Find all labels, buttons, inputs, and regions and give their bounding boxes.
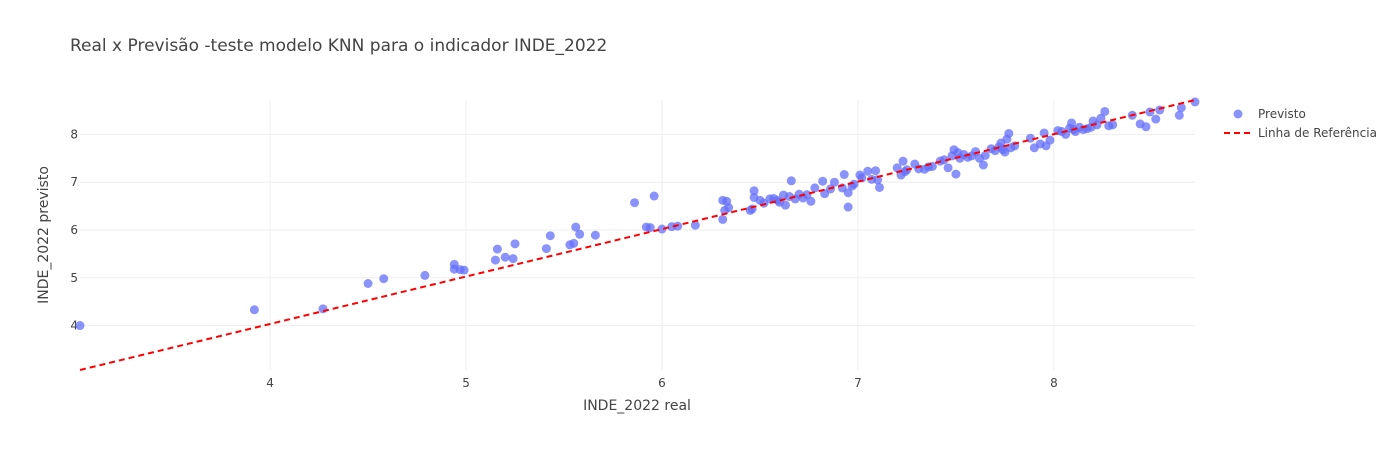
data-point[interactable] bbox=[545, 231, 555, 241]
data-point[interactable] bbox=[420, 270, 430, 280]
x-tick-label: 5 bbox=[462, 376, 470, 390]
data-point[interactable] bbox=[649, 191, 659, 201]
data-point[interactable] bbox=[1151, 114, 1161, 124]
data-point[interactable] bbox=[951, 169, 961, 179]
data-point[interactable] bbox=[571, 222, 581, 232]
data-point[interactable] bbox=[1141, 122, 1151, 132]
data-point[interactable] bbox=[786, 176, 796, 186]
data-point[interactable] bbox=[1045, 135, 1055, 145]
data-point[interactable] bbox=[806, 196, 816, 206]
legend-item-linha-de-referencia[interactable]: Linha de Referência bbox=[1224, 126, 1377, 140]
data-point[interactable] bbox=[718, 214, 728, 224]
data-point[interactable] bbox=[849, 179, 859, 189]
data-point[interactable] bbox=[1174, 110, 1184, 120]
data-point[interactable] bbox=[1190, 97, 1200, 107]
legend-label-previsto: Previsto bbox=[1258, 107, 1306, 121]
reference-line[interactable] bbox=[79, 99, 1196, 371]
y-tick-label: 6 bbox=[70, 223, 78, 237]
data-point[interactable] bbox=[590, 230, 600, 240]
data-point[interactable] bbox=[690, 220, 700, 230]
data-point[interactable] bbox=[459, 265, 469, 275]
data-point[interactable] bbox=[379, 274, 389, 284]
data-point[interactable] bbox=[939, 155, 949, 165]
data-point[interactable] bbox=[871, 166, 881, 176]
data-point[interactable] bbox=[978, 160, 988, 170]
data-point[interactable] bbox=[892, 163, 902, 173]
data-point[interactable] bbox=[857, 173, 867, 183]
x-tick-label: 8 bbox=[1050, 376, 1058, 390]
x-tick-label: 7 bbox=[854, 376, 862, 390]
legend-marker-previsto bbox=[1233, 109, 1243, 119]
y-tick-label: 8 bbox=[70, 127, 78, 141]
data-point[interactable] bbox=[1004, 128, 1014, 138]
data-point[interactable] bbox=[1100, 106, 1110, 116]
data-point[interactable] bbox=[318, 304, 328, 314]
legend[interactable]: Previsto Linha de Referência bbox=[1224, 107, 1377, 140]
data-point[interactable] bbox=[802, 190, 812, 200]
plot-area[interactable] bbox=[75, 97, 1200, 371]
x-tick-label: 4 bbox=[266, 376, 274, 390]
data-point[interactable] bbox=[1096, 113, 1106, 123]
data-point[interactable] bbox=[843, 202, 853, 212]
data-point[interactable] bbox=[898, 156, 908, 166]
data-point[interactable] bbox=[724, 203, 734, 213]
x-axis-title: INDE_2022 real bbox=[583, 398, 691, 414]
y-axis-title: INDE_2022 previsto bbox=[36, 166, 52, 304]
data-point[interactable] bbox=[500, 252, 510, 262]
data-point[interactable] bbox=[843, 188, 853, 198]
legend-label-linha-de-referencia: Linha de Referência bbox=[1258, 126, 1377, 140]
data-point[interactable] bbox=[1145, 107, 1155, 117]
data-point[interactable] bbox=[829, 177, 839, 187]
y-tick-label: 5 bbox=[70, 271, 78, 285]
data-point[interactable] bbox=[875, 182, 885, 192]
data-point[interactable] bbox=[943, 163, 953, 173]
data-point[interactable] bbox=[575, 229, 585, 239]
y-tick-label: 7 bbox=[70, 175, 78, 189]
data-point[interactable] bbox=[508, 254, 518, 264]
data-point[interactable] bbox=[510, 239, 520, 249]
chart-title: Real x Previsão -teste modelo KNN para o… bbox=[70, 36, 607, 56]
data-point[interactable] bbox=[839, 170, 849, 180]
data-point[interactable] bbox=[873, 175, 883, 185]
data-point[interactable] bbox=[980, 150, 990, 160]
data-point[interactable] bbox=[492, 244, 502, 254]
data-point[interactable] bbox=[863, 166, 873, 176]
data-point[interactable] bbox=[657, 224, 667, 234]
data-point[interactable] bbox=[569, 238, 579, 248]
data-point[interactable] bbox=[1108, 120, 1118, 130]
data-point[interactable] bbox=[971, 147, 981, 157]
data-point[interactable] bbox=[541, 244, 551, 254]
data-point[interactable] bbox=[749, 186, 759, 196]
data-point[interactable] bbox=[1092, 120, 1102, 130]
data-point[interactable] bbox=[645, 223, 655, 233]
data-point[interactable] bbox=[780, 200, 790, 210]
y-tick-label: 4 bbox=[70, 319, 78, 333]
legend-item-previsto[interactable]: Previsto bbox=[1233, 107, 1306, 121]
data-point[interactable] bbox=[818, 176, 828, 186]
data-point[interactable] bbox=[810, 183, 820, 193]
data-point[interactable] bbox=[490, 255, 500, 265]
data-point[interactable] bbox=[630, 198, 640, 208]
data-point[interactable] bbox=[1176, 103, 1186, 113]
tick-labels: 4 5 6 7 8 4 5 6 7 8 bbox=[70, 127, 1057, 390]
x-tick-label: 6 bbox=[658, 376, 666, 390]
data-point[interactable] bbox=[75, 321, 85, 331]
data-point[interactable] bbox=[249, 305, 259, 315]
data-point[interactable] bbox=[363, 279, 373, 289]
